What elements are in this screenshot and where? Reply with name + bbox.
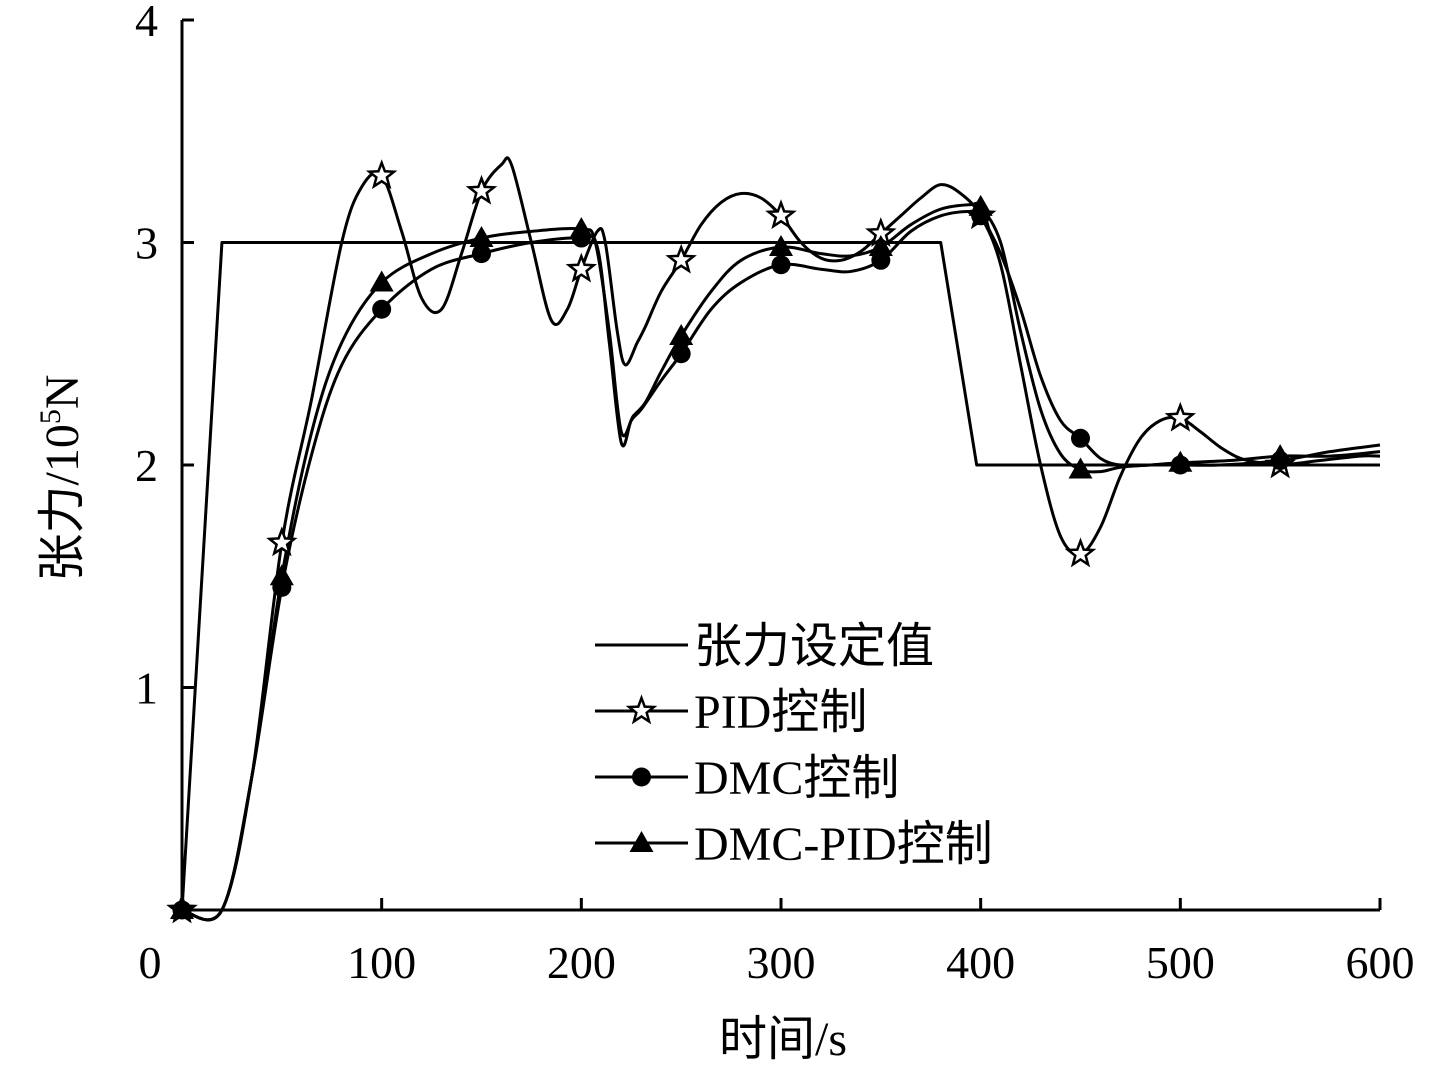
y-axis-label-group: 张力/105N xyxy=(34,374,89,581)
x-tick-label: 300 xyxy=(747,937,816,988)
series-3-marker xyxy=(269,564,294,586)
x-tick-label: 600 xyxy=(1346,937,1415,988)
legend-marker-3 xyxy=(629,831,654,852)
y-axis-label-unit: N xyxy=(36,374,89,409)
series-2-marker xyxy=(372,299,392,319)
series-3-marker xyxy=(968,194,993,216)
markers-layer xyxy=(166,159,1296,924)
series-line-1 xyxy=(181,156,1381,922)
y-axis-label: 张力/105N xyxy=(34,374,89,581)
y-tick-label: 4 xyxy=(135,0,158,46)
series-1-marker xyxy=(765,199,797,230)
legend-label-2: DMC控制 xyxy=(694,752,899,805)
x-tick-label: 200 xyxy=(547,937,616,988)
series-1-marker xyxy=(465,174,498,205)
y-tick-label: 2 xyxy=(135,440,158,491)
legend-marker-2 xyxy=(632,767,651,787)
y-axis-label-main: 张力/10 xyxy=(36,424,89,581)
series-line-3 xyxy=(181,201,1381,922)
series-1-marker xyxy=(1164,401,1197,432)
series-2-marker xyxy=(1071,428,1090,448)
legend-marker-1 xyxy=(625,694,658,725)
series-1-marker xyxy=(665,243,697,274)
series-3-marker xyxy=(469,226,494,248)
legend-label-1: PID控制 xyxy=(694,686,867,739)
series-3-marker xyxy=(369,270,394,292)
series-2-marker xyxy=(671,344,691,364)
axes: 0 100 200 300 400 500 600 1 2 3 4 xyxy=(135,0,1415,988)
series-1-marker xyxy=(565,252,598,283)
series-1-marker xyxy=(1064,537,1097,568)
x-axis-label: 时间/s xyxy=(719,1013,847,1066)
series-3-marker xyxy=(569,217,594,239)
series-2-marker xyxy=(771,255,791,275)
series-3-marker xyxy=(1168,450,1193,472)
series-2-marker xyxy=(472,244,491,264)
y-axis-label-superscript: 5 xyxy=(34,409,67,424)
series-line-0 xyxy=(180,241,1380,911)
x-tick-label: 100 xyxy=(347,937,416,988)
legend-label-3: DMC-PID控制 xyxy=(694,818,993,871)
series-3-marker xyxy=(1068,457,1093,479)
series-3-marker xyxy=(769,234,793,256)
series-1-marker xyxy=(266,526,298,557)
series-layer xyxy=(180,156,1381,922)
y-tick-label: 3 xyxy=(135,218,158,269)
y-tick-label: 1 xyxy=(135,663,158,714)
series-line-2 xyxy=(181,209,1381,922)
legend: 张力设定值 PID控制 DMC控制 DMC-PID控制 xyxy=(595,620,993,871)
series-3-marker xyxy=(669,323,694,345)
x-tick-label: 400 xyxy=(946,937,1015,988)
legend-label-0: 张力设定值 xyxy=(694,620,934,673)
x-tick-label: 0 xyxy=(139,937,162,988)
series-3-marker xyxy=(170,898,194,919)
x-tick-label: 500 xyxy=(1146,937,1215,988)
series-1-marker xyxy=(365,159,398,190)
series-3-marker xyxy=(868,234,893,256)
series-3-marker xyxy=(1268,444,1293,466)
